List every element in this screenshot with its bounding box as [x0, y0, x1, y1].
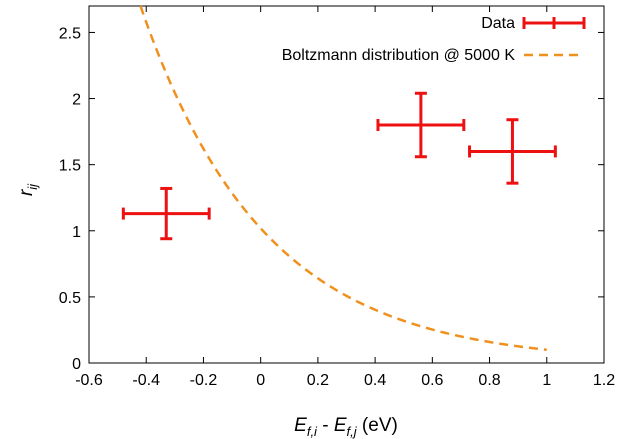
y-tick-label: 1	[72, 224, 81, 241]
series-data-errorbars	[121, 91, 557, 241]
legend-label-boltzmann: Boltzmann distribution @ 5000 K	[282, 47, 516, 64]
y-tick-label: 2.5	[59, 25, 81, 42]
y-tick-label: 0	[72, 356, 81, 373]
series-boltzmann-curve	[139, 5, 547, 352]
x-tick-label: -0.4	[132, 372, 160, 389]
data-point	[121, 186, 211, 241]
data-point	[468, 118, 557, 185]
x-tick-label: 1	[542, 372, 551, 389]
x-tick-label: 0.8	[478, 372, 500, 389]
y-tick-label: 1.5	[59, 158, 81, 175]
x-tick-label: 1.2	[593, 372, 615, 389]
legend-label-data: Data	[481, 15, 515, 32]
legend-sample-data	[522, 17, 586, 29]
y-axis-ticks: 0 0.5 1 1.5 2 2.5	[59, 25, 604, 373]
data-point	[376, 91, 466, 159]
x-axis-ticks: -0.6 -0.4 -0.2 0 0.2 0.4 0.6 0.8 1 1.2	[75, 6, 615, 389]
x-tick-label: -0.6	[75, 372, 103, 389]
x-tick-label: 0	[256, 372, 265, 389]
x-tick-label: 0.4	[364, 372, 386, 389]
plot-frame	[88, 5, 605, 364]
x-tick-label: 0.2	[307, 372, 329, 389]
legend: Data Boltzmann distribution @ 5000 K	[282, 15, 586, 64]
y-tick-label: 0.5	[59, 290, 81, 307]
x-tick-label: -0.2	[190, 372, 218, 389]
y-axis-label: rij	[16, 183, 40, 196]
x-axis-label: Ef,i - Ef,j (eV)	[294, 415, 398, 439]
x-tick-label: 0.6	[421, 372, 443, 389]
y-tick-label: 2	[72, 92, 81, 109]
